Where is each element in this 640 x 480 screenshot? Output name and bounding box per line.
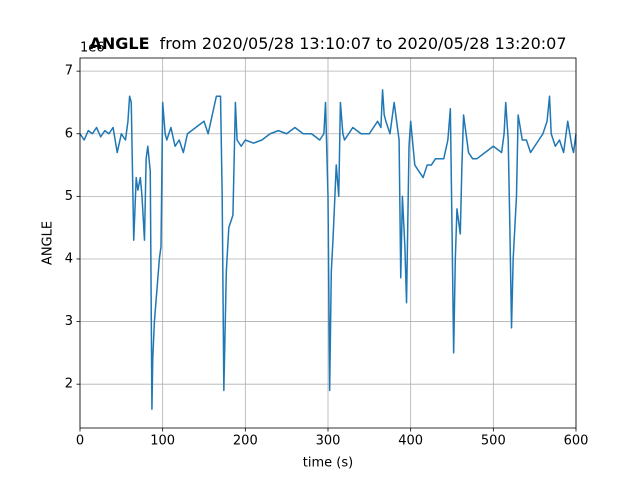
chart-title: ANGLE from 2020/05/28 13:10:07 to 2020/0… — [89, 34, 566, 53]
title-bold: ANGLE — [89, 34, 149, 53]
y-tick-label: 4 — [65, 251, 73, 266]
x-tick-label: 500 — [481, 434, 506, 449]
x-tick-label: 400 — [398, 434, 423, 449]
y-tick-label: 6 — [65, 126, 73, 141]
y-tick-label: 7 — [65, 64, 73, 79]
y-tick-label: 3 — [65, 314, 73, 329]
title-rest: from 2020/05/28 13:10:07 to 2020/05/28 1… — [160, 34, 567, 53]
offset-text: 1e6 — [80, 41, 105, 56]
y-tick-label: 2 — [65, 377, 73, 392]
x-tick-label: 300 — [316, 434, 341, 449]
axes-frame — [79, 57, 577, 429]
x-tick-label: 200 — [233, 434, 258, 449]
y-tick-label: 5 — [65, 189, 73, 204]
data-line — [79, 89, 577, 410]
x-tick-label: 100 — [150, 434, 175, 449]
x-tick-label: 600 — [564, 434, 589, 449]
y-axis-label: ANGLE — [41, 221, 56, 265]
x-tick-label: 0 — [76, 434, 84, 449]
x-axis-label: time (s) — [303, 456, 353, 471]
